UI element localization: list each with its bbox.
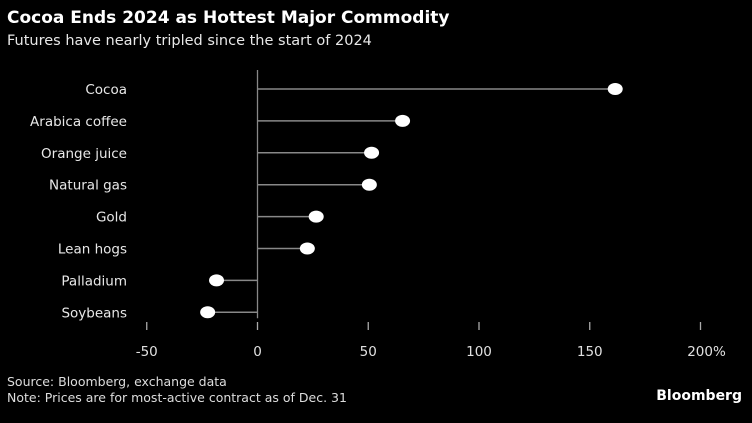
category-label: Lean hogs — [58, 242, 127, 258]
source-text: Source: Bloomberg, exchange data — [7, 374, 227, 389]
footnotes: Source: Bloomberg, exchange data Note: P… — [7, 374, 347, 406]
x-tick-label: 50 — [360, 344, 377, 360]
category-label: Arabica coffee — [30, 114, 127, 130]
lollipop-dot — [395, 114, 411, 127]
lollipop-dot — [200, 306, 216, 319]
lollipop-dot — [299, 242, 315, 255]
x-tick-label: 150 — [577, 344, 603, 360]
lollipop-dot — [607, 83, 623, 95]
chart-title: Cocoa Ends 2024 as Hottest Major Commodi… — [7, 8, 450, 28]
x-tick-label: 0 — [253, 344, 262, 360]
category-label: Orange juice — [41, 146, 127, 162]
category-label: Palladium — [61, 273, 127, 289]
x-tick-label: 200% — [687, 344, 726, 360]
category-label: Gold — [96, 210, 127, 226]
category-label: Cocoa — [85, 82, 127, 98]
lollipop-dot — [364, 146, 380, 159]
lollipop-dot — [361, 178, 377, 191]
x-tick-label: -50 — [136, 344, 158, 360]
lollipop-dot — [209, 274, 225, 287]
category-label: Natural gas — [49, 178, 127, 194]
chart-subtitle: Futures have nearly tripled since the st… — [7, 33, 372, 49]
x-tick-label: 100 — [466, 344, 492, 360]
note-text: Note: Prices are for most-active contrac… — [7, 390, 347, 405]
bloomberg-logo: Bloomberg — [656, 388, 742, 404]
category-label: Soybeans — [61, 305, 127, 321]
lollipop-dot — [308, 210, 324, 223]
